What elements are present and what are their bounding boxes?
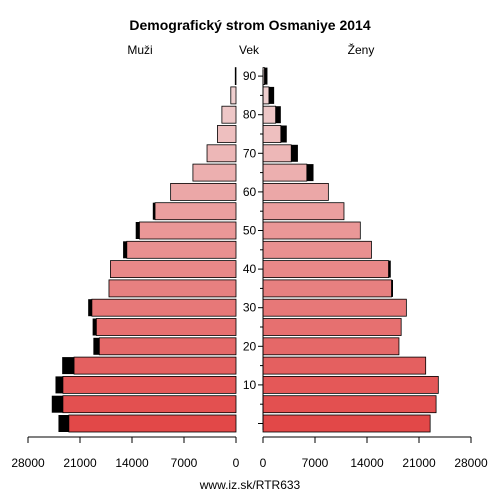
right-label: Ženy xyxy=(348,42,375,57)
bar-female-30-34 xyxy=(262,298,407,317)
bar-male-85-89 xyxy=(230,86,237,105)
bar-male-25-29 xyxy=(95,318,237,336)
bar-male-excess-45-49 xyxy=(123,241,127,259)
bar-female-50-54 xyxy=(262,221,361,240)
bar-male-10-14 xyxy=(62,375,237,394)
bar-male-35-39 xyxy=(108,279,237,298)
left-label: Muži xyxy=(127,43,152,57)
age-tick-label-20: 20 xyxy=(243,339,257,353)
x-tick-label-female-6: 7000 xyxy=(302,456,329,470)
bar-female-60-64 xyxy=(262,182,329,201)
bar-female-20-24 xyxy=(262,337,400,356)
bar-male-45-49 xyxy=(126,240,237,259)
bar-female-45-49 xyxy=(262,240,372,259)
bar-female-55-59 xyxy=(262,202,345,221)
bar-male-15-19 xyxy=(73,356,237,375)
age-tick-label-50: 50 xyxy=(243,224,257,238)
age-tick-label-60: 60 xyxy=(243,185,257,199)
footer-url: www.iz.sk/RTR633 xyxy=(199,478,301,492)
bar-female-excess-75-79 xyxy=(280,125,287,143)
bar-male-excess-0-4 xyxy=(58,415,69,432)
bar-male-excess-55-59 xyxy=(152,202,156,220)
bar-male-20-24 xyxy=(98,337,237,356)
bar-female-85-89 xyxy=(262,86,270,105)
age-tick-label-40: 40 xyxy=(243,262,257,276)
age-tick-label-10: 10 xyxy=(243,378,257,392)
bar-female-excess-65-69 xyxy=(306,164,314,182)
bar-female-excess-80-84 xyxy=(275,106,281,124)
bar-female-75-79 xyxy=(262,125,282,143)
bar-female-5-9 xyxy=(262,395,437,414)
axes-group: 28000 21000 14000 7000 0 0 7000 14000 21000 28000… xyxy=(11,69,488,470)
bar-male-excess-30-34 xyxy=(88,299,92,317)
bar-male-30-34 xyxy=(91,298,237,317)
age-tick-label-70: 70 xyxy=(243,146,257,160)
bar-male-60-64 xyxy=(170,182,237,201)
center-label: Vek xyxy=(239,43,260,57)
x-tick-label-male-0: 28000 xyxy=(11,456,45,470)
bar-female-35-39 xyxy=(262,279,392,298)
bar-female-excess-90+ xyxy=(264,67,268,85)
bar-female-15-19 xyxy=(262,356,427,375)
bar-female-excess-35-39 xyxy=(391,279,393,297)
x-tick-label-male-4: 0 xyxy=(233,456,240,470)
x-tick-label-female-9: 28000 xyxy=(454,456,488,470)
bar-male-55-59 xyxy=(154,202,237,221)
age-tick-label-30: 30 xyxy=(243,301,257,315)
bar-male-excess-25-29 xyxy=(92,318,97,336)
bar-male-80-84 xyxy=(221,105,237,124)
bar-female-excess-85-89 xyxy=(268,86,275,104)
bar-male-65-69 xyxy=(192,163,237,182)
x-tick-label-female-8: 21000 xyxy=(402,456,436,470)
bar-male-40-44 xyxy=(110,260,237,279)
bar-male-0-4 xyxy=(68,414,237,433)
bar-male-5-9 xyxy=(62,395,237,414)
bar-male-70-74 xyxy=(206,144,237,163)
bar-female-excess-70-74 xyxy=(291,144,298,162)
x-tick-label-male-2: 14000 xyxy=(115,456,149,470)
x-tick-label-male-3: 7000 xyxy=(171,456,198,470)
bar-female-40-44 xyxy=(262,260,389,279)
age-tick-label-90: 90 xyxy=(243,69,257,83)
bar-male-excess-20-24 xyxy=(93,337,100,355)
bar-female-excess-40-44 xyxy=(388,260,391,278)
bar-female-65-69 xyxy=(262,163,308,182)
bar-female-10-14 xyxy=(262,375,439,394)
bar-male-50-54 xyxy=(139,221,237,240)
chart-title: Demografický strom Osmaniye 2014 xyxy=(129,17,370,33)
x-tick-label-male-1: 21000 xyxy=(63,456,97,470)
bar-female-80-84 xyxy=(262,105,277,124)
bar-male-excess-15-19 xyxy=(62,357,75,375)
age-tick-label-80: 80 xyxy=(243,108,257,122)
bar-female-70-74 xyxy=(262,144,292,163)
bars-group xyxy=(51,67,439,433)
bar-male-90+ xyxy=(234,67,237,85)
x-tick-label-female-5: 0 xyxy=(260,456,267,470)
bar-male-excess-50-54 xyxy=(135,222,140,239)
bar-male-excess-5-9 xyxy=(51,395,63,413)
bar-male-excess-10-14 xyxy=(55,376,63,394)
bar-male-75-79 xyxy=(217,125,237,143)
bar-female-25-29 xyxy=(262,318,402,336)
bar-female-0-4 xyxy=(262,414,431,433)
x-tick-label-female-7: 14000 xyxy=(350,456,384,470)
